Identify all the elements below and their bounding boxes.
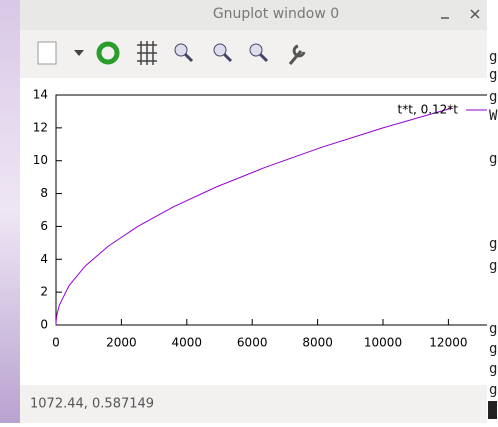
x-tick-label: 0 [52, 336, 60, 350]
x-tick-label: 12000 [429, 336, 467, 350]
terminal-line: g [489, 382, 497, 398]
terminal-line: g [489, 236, 497, 252]
title-bar [20, 0, 487, 30]
terminal-line: g [489, 89, 497, 105]
window-title: Gnuplot window 0 [213, 6, 339, 22]
close-button[interactable] [470, 9, 480, 19]
zoom-icon[interactable] [174, 43, 194, 63]
plot-area [20, 78, 487, 385]
x-tick-label: 10000 [364, 336, 402, 350]
terminal-line: g [489, 361, 497, 377]
terminal-line: g [489, 151, 497, 167]
y-tick-label: 8 [40, 186, 48, 200]
replot-icon[interactable] [96, 41, 120, 65]
plot-border [55, 94, 487, 326]
y-tick-label: 12 [33, 120, 48, 134]
plot: 0 2 4 6 8 10 12 14 0 2000 4000 6000 8000 10000 12000 t*… [33, 88, 487, 350]
export-menu[interactable] [74, 50, 84, 56]
terminal-line: g [489, 321, 497, 337]
terminal-line: W [489, 108, 498, 124]
cursor [488, 401, 497, 419]
y-tick-label: 0 [40, 318, 48, 332]
x-tick-label: 6000 [237, 336, 268, 350]
terminal-line: g [489, 67, 497, 83]
terminal-line: g [489, 258, 497, 274]
legend-label: t*t, 0.12*t [398, 103, 459, 117]
status-bar [20, 385, 487, 423]
settings-icon[interactable] [288, 44, 306, 65]
y-tick-label: 2 [40, 285, 48, 299]
window: Gnuplot window 0 0 2 4 6 8 10 12 14 0 2000 4000 600… [20, 0, 487, 423]
y-tick-label: 14 [33, 88, 48, 102]
terminal-line: g [489, 341, 497, 357]
y-tick-label: 4 [40, 252, 48, 266]
zoom-in-icon[interactable] [213, 43, 233, 63]
x-tick-label: 2000 [106, 336, 137, 350]
terminal-line: g [489, 402, 497, 418]
x-tick-label: 4000 [172, 336, 203, 350]
terminal [487, 0, 498, 423]
zoom-out-icon[interactable] [249, 43, 269, 63]
y-tick-label: 10 [33, 153, 48, 167]
export-icon[interactable] [37, 41, 57, 65]
x-tick-label: 8000 [302, 336, 333, 350]
toolbar [37, 41, 306, 65]
series-line [55, 107, 452, 326]
terminal-line: g [489, 49, 497, 65]
y-tick-label: 6 [40, 219, 48, 233]
status-text: 1072.44, 0.587149 [30, 397, 154, 412]
grid-icon[interactable] [137, 41, 157, 65]
